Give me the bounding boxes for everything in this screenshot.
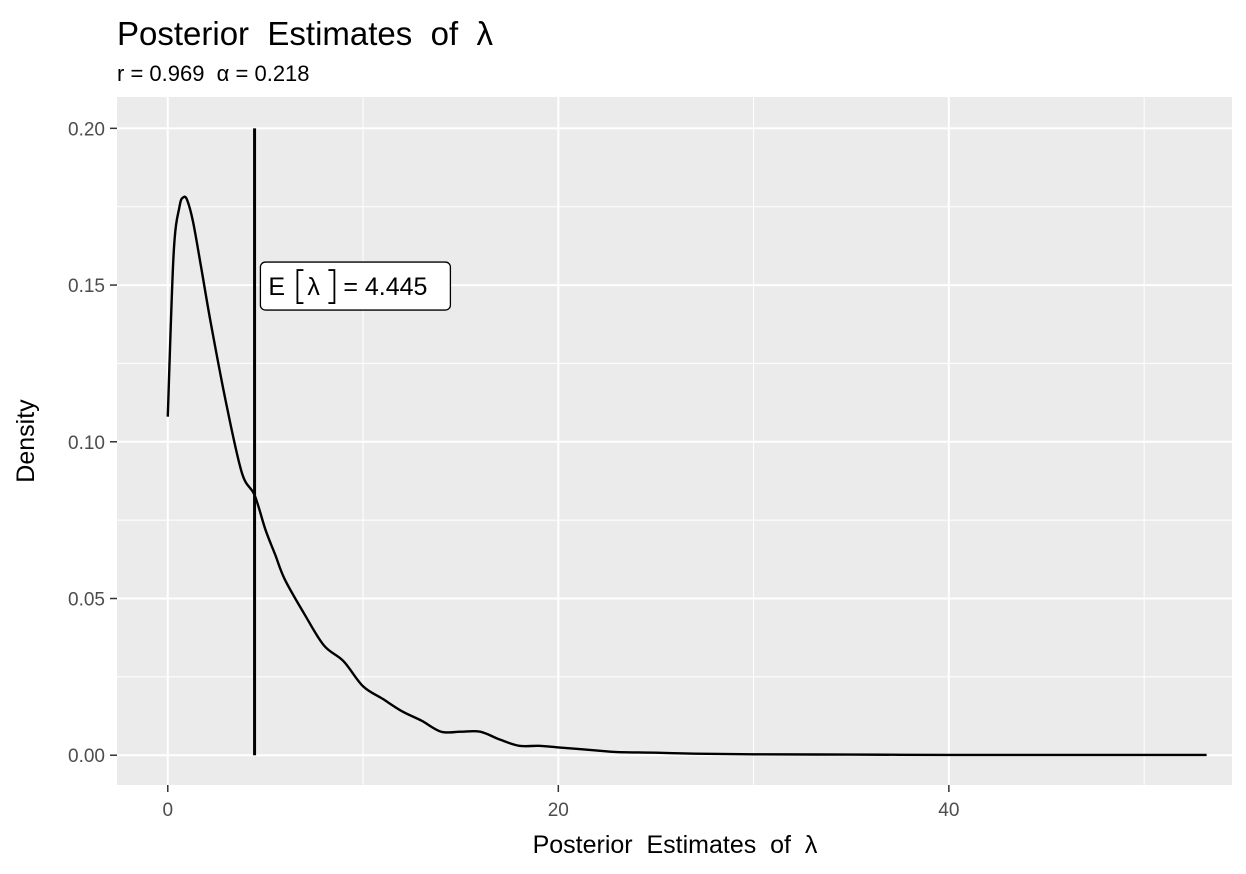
annotation-value: = 4.445: [336, 273, 427, 301]
chart-title: Posterior Estimates of λ: [117, 15, 493, 52]
annotation-prefix: E: [268, 273, 285, 301]
annotation-box: [259, 261, 452, 311]
y-axis: 0.00 0.05 0.10 0.15 0.20: [68, 119, 117, 767]
chart-subtitle: r = 0.969 α = 0.218: [117, 61, 310, 86]
x-tick-label: 40: [938, 800, 959, 821]
density-curve: [166, 195, 1207, 757]
y-axis-title: Density: [12, 399, 40, 483]
x-axis-title: Posterior Estimates of λ: [533, 831, 818, 859]
annotation-symbol: λ: [307, 273, 320, 301]
annotation-left-bracket: [296, 269, 304, 304]
y-tick-label: 0.00: [68, 746, 105, 767]
x-axis: 0 20 40: [162, 785, 959, 821]
y-tick-label: 0.20: [68, 119, 105, 140]
x-tick-label: 0: [162, 800, 173, 821]
y-tick-label: 0.15: [68, 276, 105, 297]
major-grid: [117, 97, 1232, 785]
y-tick-label: 0.10: [68, 433, 105, 454]
y-tick-label: 0.05: [68, 590, 105, 611]
annotation-right-bracket: [328, 269, 336, 304]
x-tick-label: 20: [548, 800, 569, 821]
